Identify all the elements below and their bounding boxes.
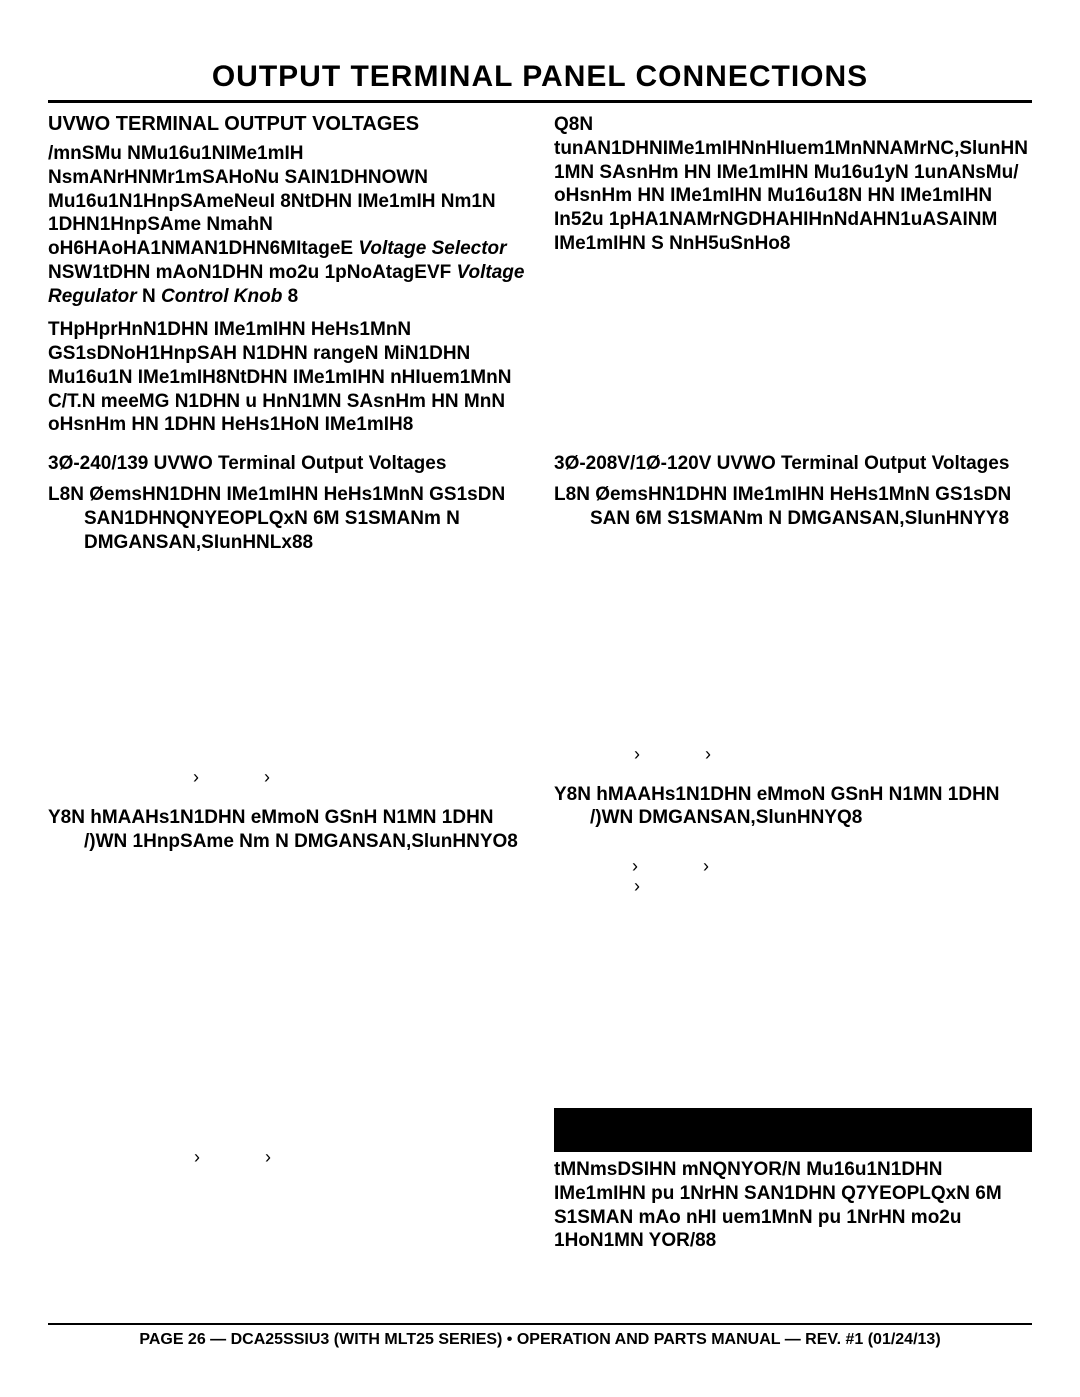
right-step-1-text: N ØemsHN1DHN IMe1mIHN HeHs1MnN GS1sDN SA… — [576, 484, 1011, 529]
figure-22-arrows: › › — [634, 744, 741, 765]
left-upper: UVWO TERMINAL OUTPUT VOLTAGES /mnSMu NMu… — [48, 113, 526, 447]
intro-para-1: /mnSMu NMu16u1NIMe1mIH NsmANrHNMr1mSAHoN… — [48, 142, 526, 308]
right-upper: Q8N tunAN1DHNIMe1mIHNnHIuem1MnNNAMrNC,Sl… — [554, 113, 1032, 266]
footer-text: PAGE 26 — DCA25SSIU3 (WITH MLT25 SERIES)… — [48, 1331, 1032, 1349]
right-step-1-num: L8 — [554, 484, 576, 505]
title-rule — [48, 100, 1032, 103]
right-column: 3Ø-208V/1Ø-120V UVWO Terminal Output Vol… — [554, 447, 1032, 1253]
figure-22-area: › › — [554, 539, 1032, 769]
page-title: OUTPUT TERMINAL PANEL CONNECTIONS — [48, 60, 1032, 94]
control-knob-label: Control Knob — [161, 286, 282, 307]
right-step-2-text: N hMAAHs1N1DHN eMmoN GSnH N1MN 1DHN /)WN… — [577, 784, 999, 829]
figure-23-arrows-1: › › — [632, 856, 739, 877]
left-step-2-num: Y8 — [48, 807, 71, 828]
p1d: 8 — [288, 286, 299, 307]
figure-19-arrows: › › — [193, 767, 300, 788]
figure-23-arrows-2: › — [634, 876, 670, 897]
figure-20-area: › › — [48, 862, 526, 1172]
p1c: N — [142, 286, 156, 307]
warning-bar — [554, 1108, 1032, 1152]
right-step-1: L8N ØemsHN1DHN IMe1mIHN HeHs1MnN GS1sDN … — [554, 483, 1032, 531]
page-footer: PAGE 26 — DCA25SSIU3 (WITH MLT25 SERIES)… — [48, 1323, 1032, 1349]
warning-text: tMNmsDSIHN mNQNYOR/N Mu16u1N1DHN IMe1mIH… — [554, 1158, 1032, 1253]
upper-content: UVWO TERMINAL OUTPUT VOLTAGES /mnSMu NMu… — [48, 113, 1032, 447]
left-column: 3Ø-240/139 UVWO Terminal Output Voltages… — [48, 447, 526, 1253]
left-step-2: Y8N hMAAHs1N1DHN eMmoN GSnH N1MN 1DHN /)… — [48, 806, 526, 854]
footer-rule — [48, 1323, 1032, 1325]
voltage-selector-label: Voltage Selector — [358, 238, 506, 259]
figure-23-area: › › › — [554, 838, 1032, 1068]
figure-20-arrows: › › — [194, 1147, 301, 1168]
p1b: NSW1tDHN mAoN1DHN mo2u 1pNoAtagEVF — [48, 262, 451, 283]
right-step-2-num: Y8 — [554, 784, 577, 805]
intro-para-2: THpHprHnN1DHN IMe1mIHN HeHs1MnN GS1sDNoH… — [48, 318, 526, 437]
right-sub-1: 3Ø-208V/1Ø-120V UVWO Terminal Output Vol… — [554, 453, 1032, 475]
left-step-1: L8N ØemsHN1DHN IMe1mIHN HeHs1MnN GS1sDN … — [48, 483, 526, 554]
two-columns: 3Ø-240/139 UVWO Terminal Output Voltages… — [48, 447, 1032, 1253]
left-sub-1: 3Ø-240/139 UVWO Terminal Output Voltages — [48, 453, 526, 475]
right-para-1: Q8N tunAN1DHNIMe1mIHNnHIuem1MnNNAMrNC,Sl… — [554, 113, 1032, 256]
figure-19-area: › › — [48, 562, 526, 792]
left-step-1-text: N ØemsHN1DHN IMe1mIHN HeHs1MnN GS1sDN SA… — [70, 484, 505, 553]
section-heading: UVWO TERMINAL OUTPUT VOLTAGES — [48, 113, 526, 136]
left-step-2-text: N hMAAHs1N1DHN eMmoN GSnH N1MN 1DHN /)WN… — [71, 807, 518, 852]
left-step-1-num: L8 — [48, 484, 70, 505]
right-step-2: Y8N hMAAHs1N1DHN eMmoN GSnH N1MN 1DHN /)… — [554, 783, 1032, 831]
